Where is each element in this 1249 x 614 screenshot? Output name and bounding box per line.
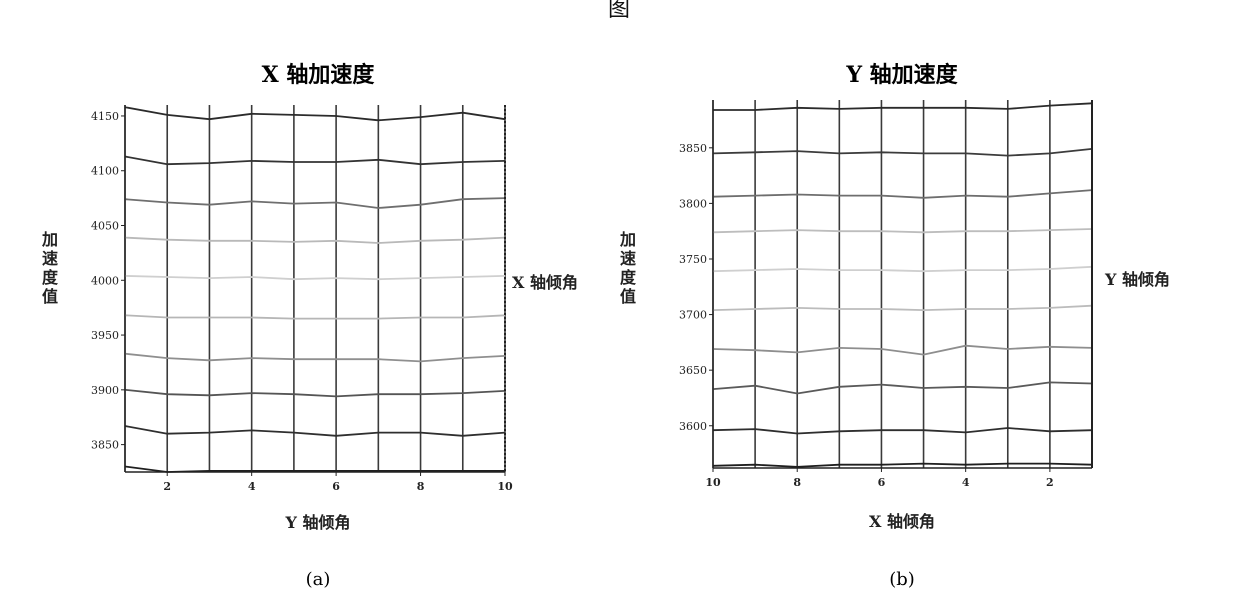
top-title-fragment: 图 (608, 0, 631, 22)
y-tick-label: 3950 (91, 329, 119, 342)
panel-caption: (a) (306, 569, 331, 590)
x-tick-label: 10 (705, 476, 721, 489)
x-tick-label: 6 (878, 476, 886, 489)
series-line-1 (124, 106, 506, 122)
x-axis-label: Y 轴倾角 (285, 513, 351, 532)
series-line-9 (712, 427, 1093, 435)
y-tick-label: 4000 (91, 274, 119, 287)
x-tick-label: 6 (332, 480, 340, 493)
x-tick-label: 10 (497, 480, 513, 493)
series-line-10 (124, 465, 505, 473)
series-line-8 (712, 381, 1093, 395)
series-line-6 (124, 314, 506, 320)
x-tick-label: 8 (793, 476, 801, 489)
side-axis-label: Y 轴倾角 (1104, 270, 1170, 289)
series-line-5 (712, 265, 1093, 273)
x-tick-label: 4 (248, 480, 256, 493)
series-line-10 (712, 462, 1093, 468)
series-line-4 (124, 236, 506, 244)
y-tick-label: 3850 (91, 439, 119, 452)
series-line-4 (712, 228, 1093, 234)
series-line-3 (712, 189, 1093, 199)
series-line-2 (712, 148, 1093, 157)
y-axis-label: 加速度值 (41, 230, 59, 306)
side-axis-label: X 轴倾角 (512, 273, 578, 292)
series-line-8 (124, 388, 506, 398)
series-line-5 (124, 275, 506, 281)
y-tick-label: 3600 (679, 420, 707, 433)
y-tick-label: 4100 (91, 165, 119, 178)
y-tick-label: 3750 (679, 253, 707, 266)
chart-title: Y 轴加速度 (845, 62, 958, 88)
y-tick-label: 3850 (679, 142, 707, 155)
x-tick-label: 4 (962, 476, 970, 489)
y-axis-label: 加速度值 (619, 230, 637, 306)
series-line-3 (124, 197, 506, 209)
y-tick-label: 3900 (91, 384, 119, 397)
series-line-7 (712, 344, 1093, 356)
series-line-7 (124, 352, 506, 363)
x-axis-label: X 轴倾角 (869, 512, 935, 531)
y-tick-label: 3700 (679, 309, 707, 322)
chart-panel-1: 3850 3900 3950 4000 4050 4100 4150 2 4 6 8 10 X 轴加速度… (41, 62, 578, 590)
series-line-6 (712, 304, 1093, 312)
x-tick-label: 2 (1046, 476, 1054, 489)
panel-caption: (b) (889, 569, 915, 590)
x-tick-label: 2 (163, 480, 171, 493)
y-tick-label: 3800 (679, 197, 707, 210)
y-tick-label: 4150 (91, 110, 119, 123)
y-tick-label: 3650 (679, 364, 707, 377)
y-tick-label: 4050 (91, 220, 119, 233)
chart-panel-2: 3600 3650 3700 3750 3800 3850 10 8 6 4 2 Y 轴加速度 X 轴倾… (619, 62, 1170, 590)
chart-title: X 轴加速度 (262, 62, 376, 88)
x-tick-label: 8 (417, 480, 425, 493)
series-line-2 (124, 155, 506, 166)
series-line-9 (124, 425, 506, 437)
series-line-1 (713, 102, 1093, 111)
